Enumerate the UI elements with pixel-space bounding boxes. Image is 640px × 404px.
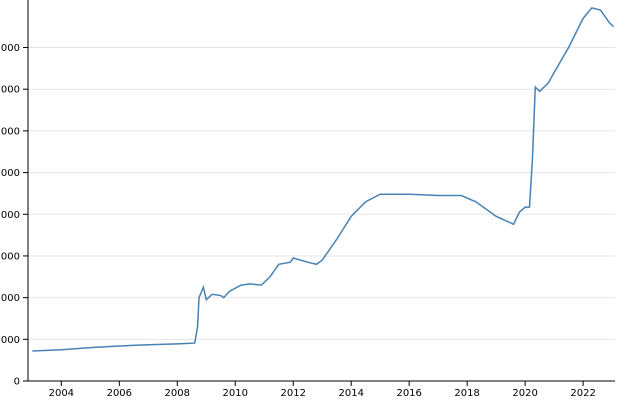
y-tick-label: 3,000,000 (0, 251, 20, 262)
x-tick-label: 2012 (281, 388, 306, 399)
x-tick-label: 2022 (570, 388, 595, 399)
x-tick-label: 2018 (454, 388, 479, 399)
y-tick-label: 0 (14, 377, 20, 388)
x-tick-label: 2016 (396, 388, 421, 399)
x-tick-label: 2008 (165, 388, 190, 399)
y-tick-label: 7,000,000 (0, 85, 20, 96)
x-tick-label: 2014 (338, 388, 363, 399)
y-tick-label: 5,000,000 (0, 168, 20, 179)
x-tick-label: 2004 (49, 388, 74, 399)
y-tick-label: 1,000,000 (0, 335, 20, 346)
x-tick-label: 2010 (223, 388, 248, 399)
y-tick-label: 2,000,000 (0, 293, 20, 304)
line-series (32, 7, 615, 352)
y-tick-label: 8,000,000 (0, 43, 20, 54)
x-tick-label: 2006 (107, 388, 132, 399)
x-tick-label: 2020 (512, 388, 537, 399)
y-tick-label: 6,000,000 (0, 126, 20, 137)
y-tick-label: 4,000,000 (0, 210, 20, 221)
